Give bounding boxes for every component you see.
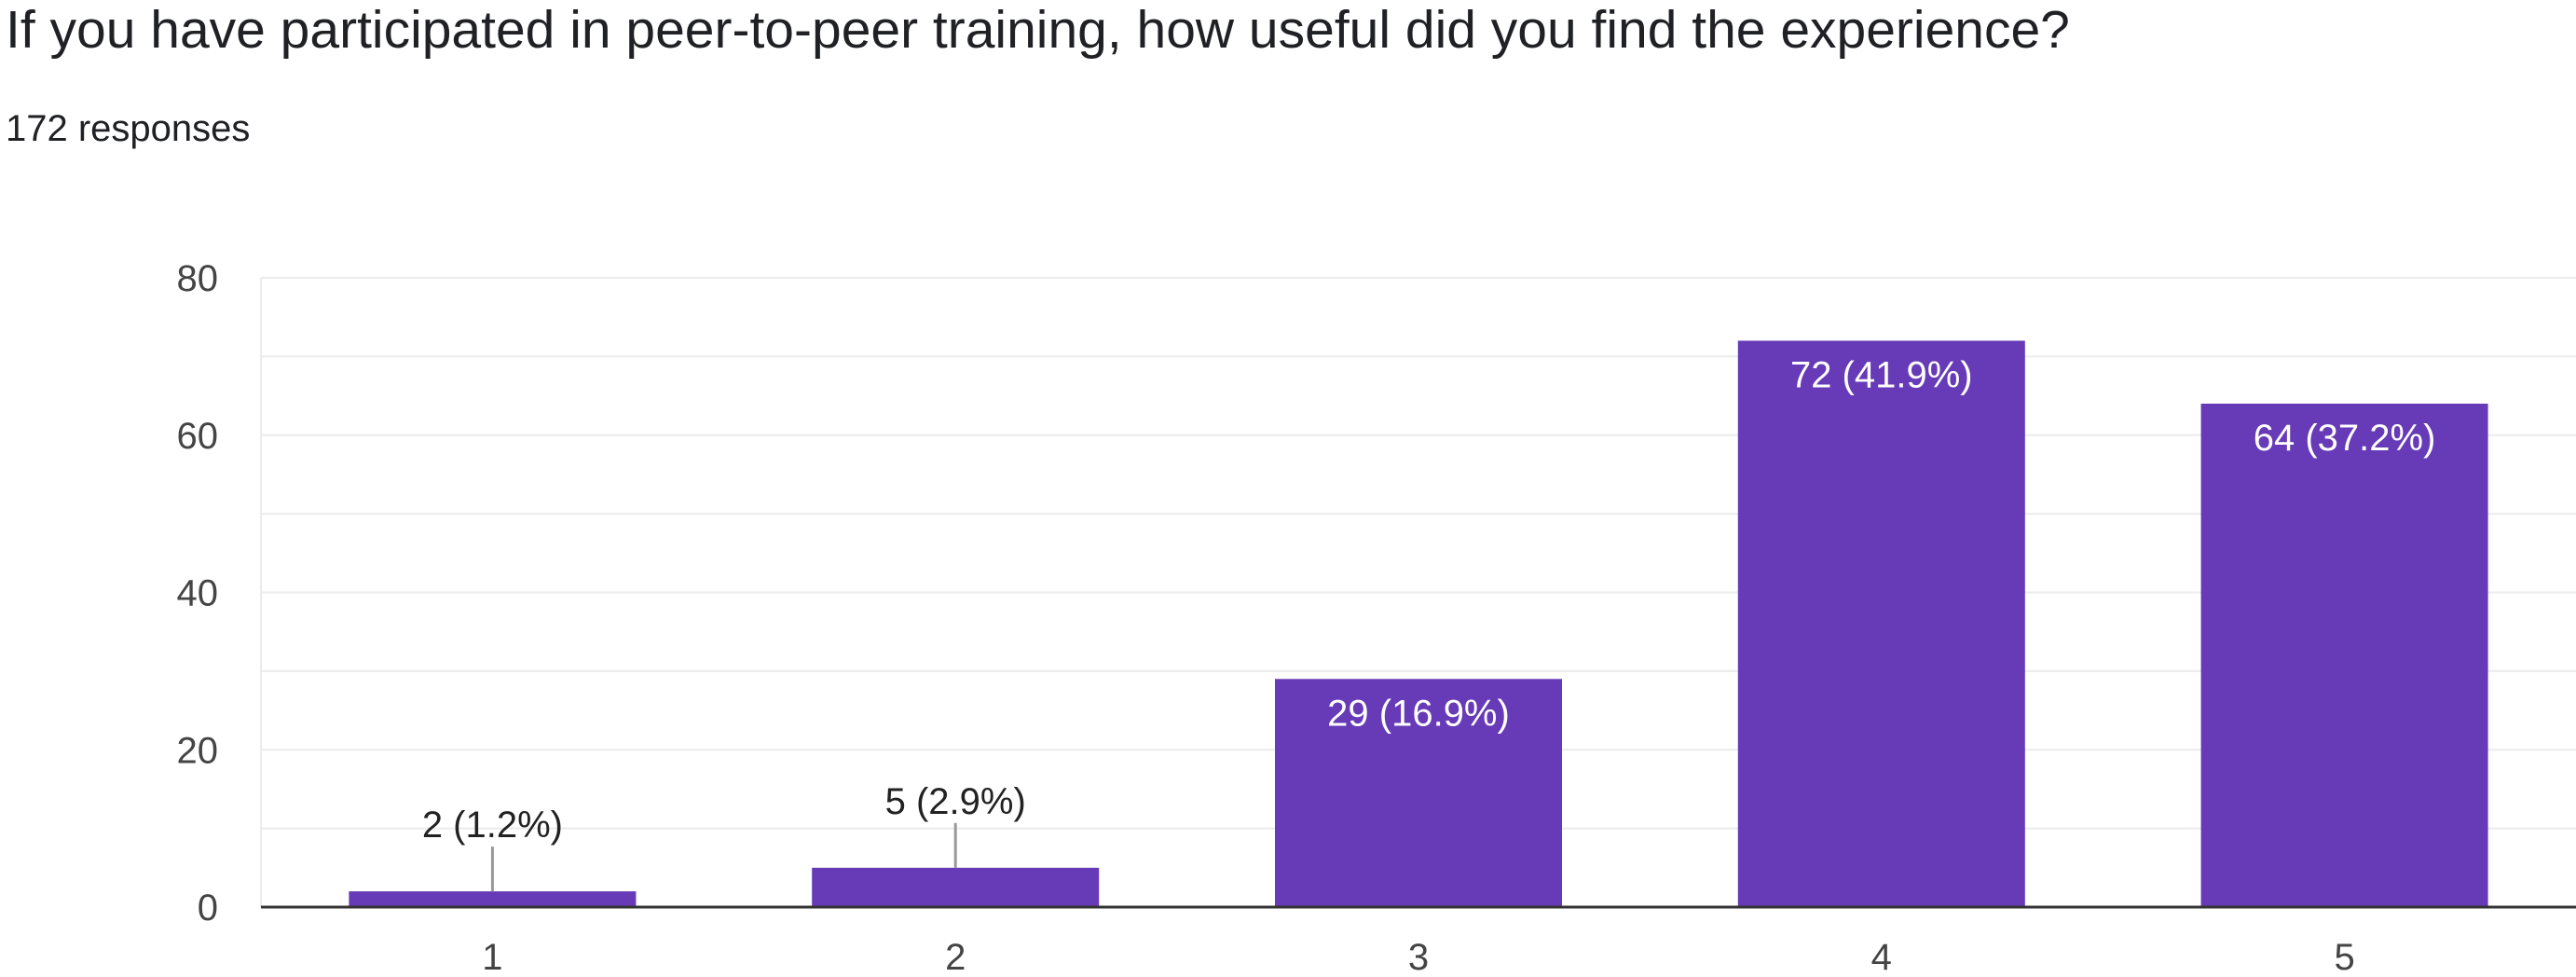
bar [349,891,637,907]
bar [2200,404,2488,907]
x-tick-label: 4 [1871,937,1892,977]
bar [1737,340,2025,907]
x-tick-label: 1 [482,937,502,977]
data-label: 5 (2.9%) [885,781,1026,822]
y-tick-label: 40 [177,573,219,614]
bar [812,867,1100,907]
data-label: 72 (41.9%) [1790,355,1973,396]
x-tick-label: 2 [945,937,966,977]
data-label: 2 (1.2%) [422,805,563,846]
y-tick-label: 20 [177,730,219,771]
x-axis-ticks: 1 2 3 4 5 [482,937,2354,977]
x-tick-label: 3 [1408,937,1429,977]
y-tick-label: 0 [198,888,218,929]
bar [1274,679,1563,907]
response-count: 172 responses [6,108,251,149]
data-label: 29 (16.9%) [1327,693,1510,734]
y-tick-label: 80 [177,258,219,299]
bars [349,340,2488,907]
gridlines [260,277,2576,907]
data-label: 64 (37.2%) [2254,418,2436,459]
question-title: If you have participated in peer-to-peer… [6,0,2070,60]
data-labels: 2 (1.2%) 5 (2.9%) 29 (16.9%) 72 (41.9%) 64 (… [422,355,2436,892]
y-axis-ticks: 0 20 40 60 80 [177,258,219,929]
y-tick-label: 60 [177,416,219,457]
x-tick-label: 5 [2334,937,2354,977]
